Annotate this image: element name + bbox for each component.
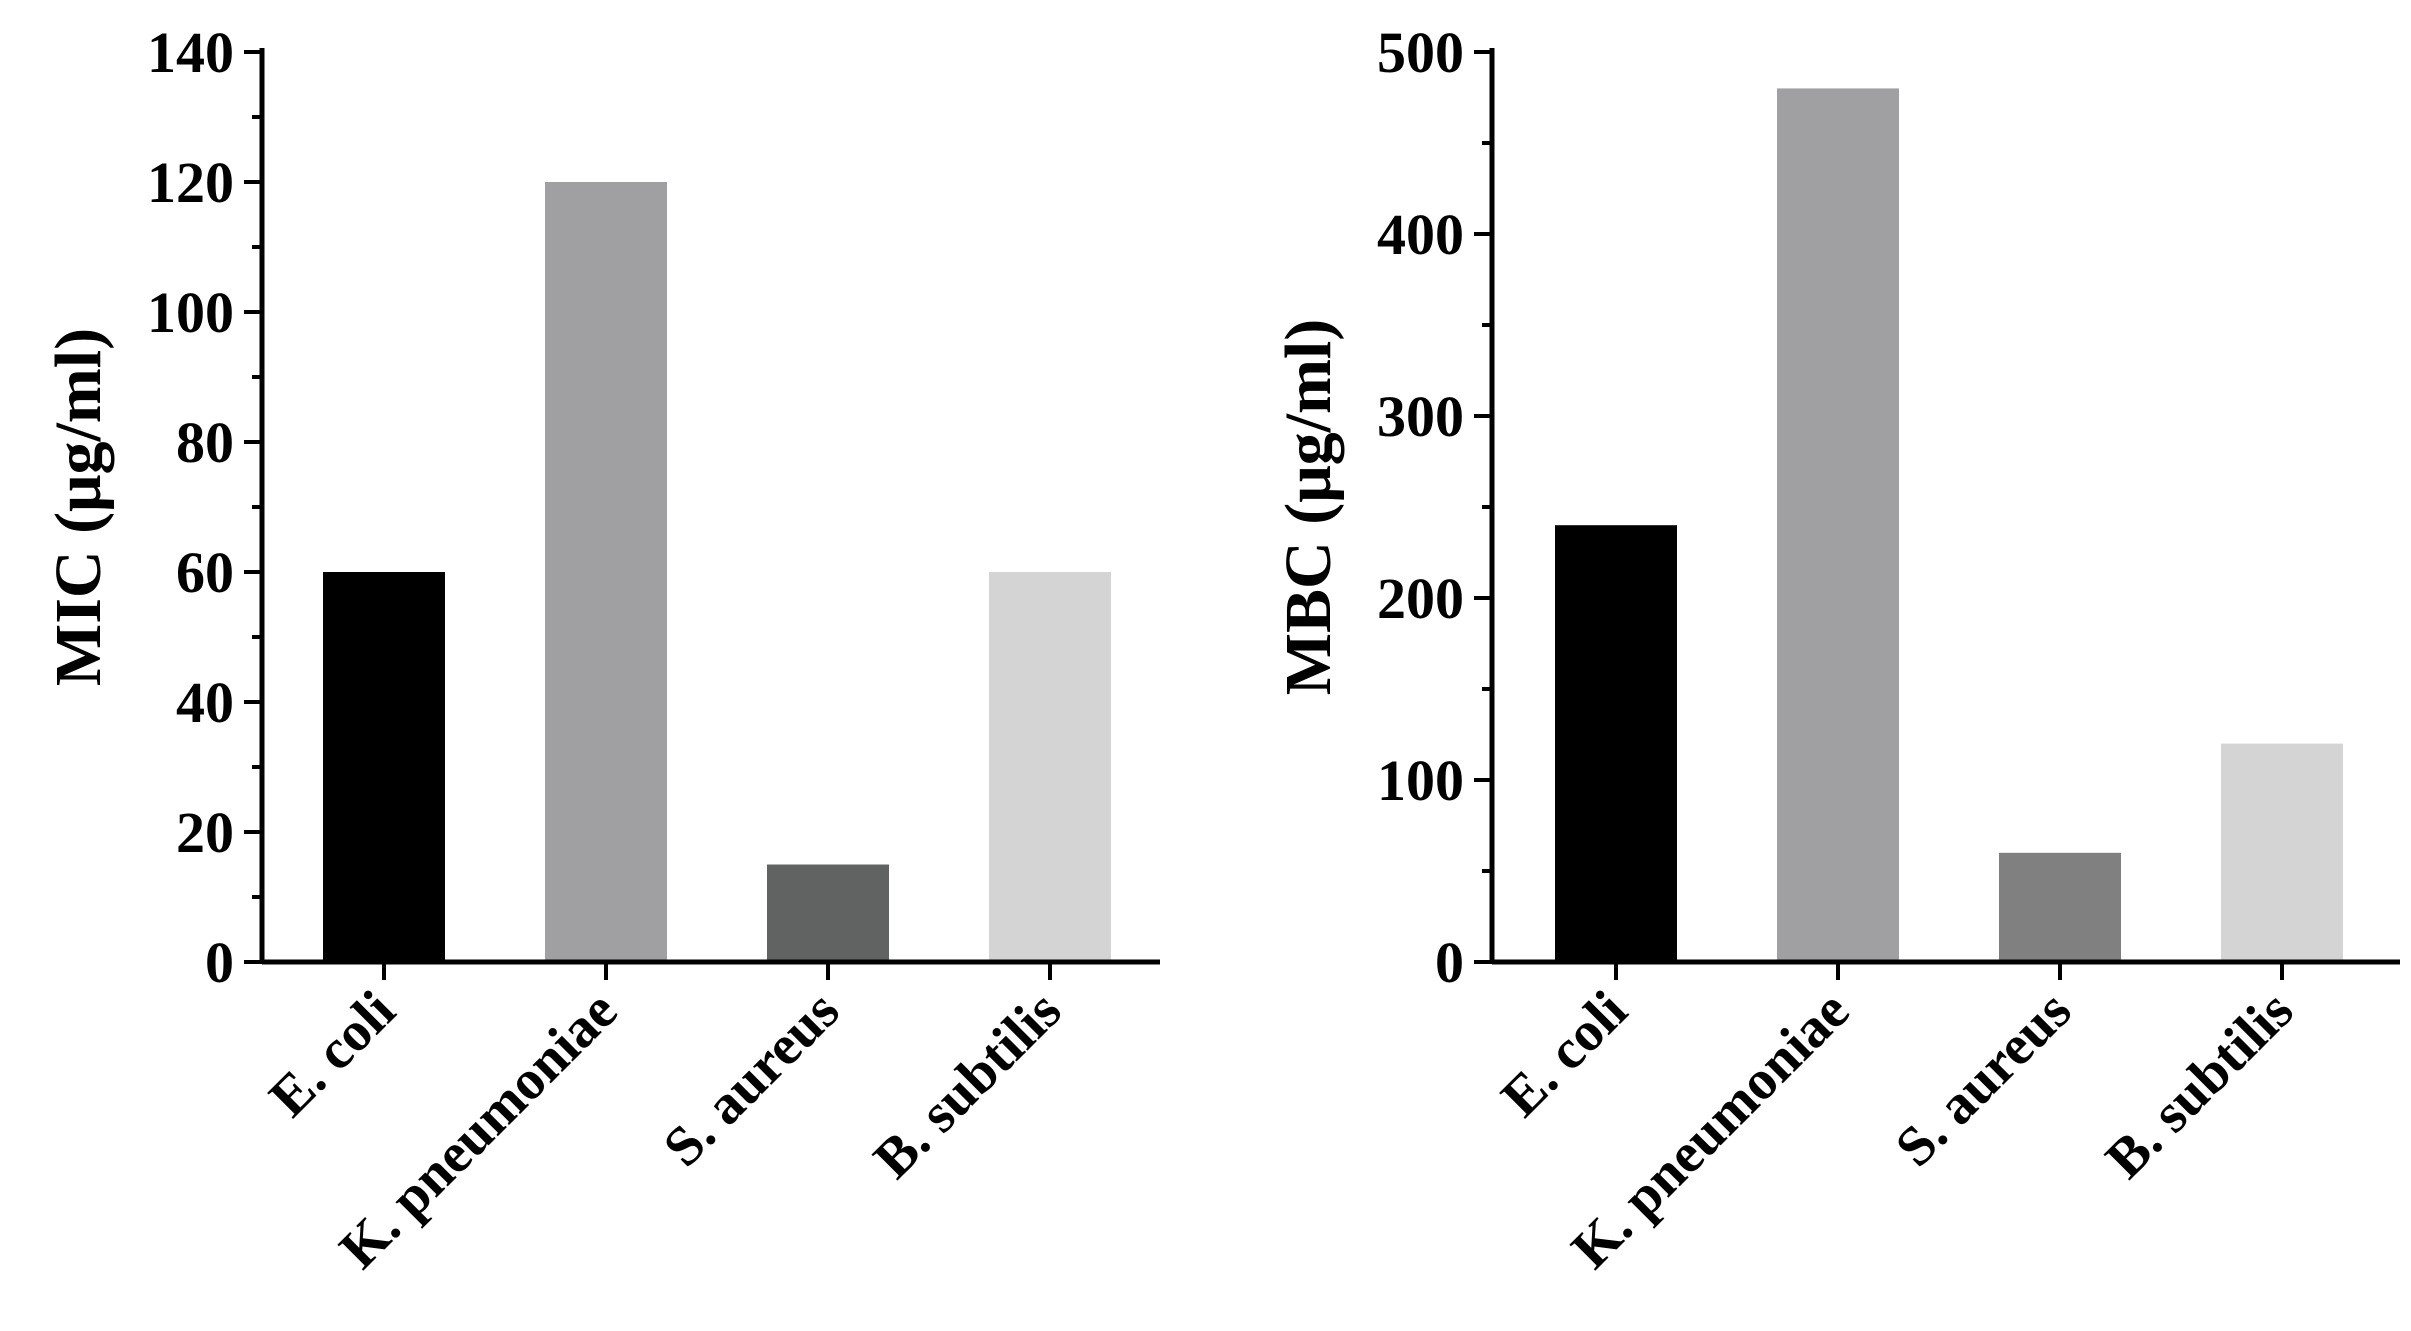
- y-tick-label: 0: [205, 930, 234, 995]
- y-tick-label: 500: [1377, 20, 1464, 85]
- y-tick-label: 60: [176, 540, 234, 605]
- y-tick-label: 200: [1377, 566, 1464, 631]
- y-tick-label: 80: [176, 410, 234, 475]
- y-tick-label: 300: [1377, 384, 1464, 449]
- x-category-label: S. aureus: [1884, 979, 2083, 1178]
- x-category-label: E. coli: [258, 979, 407, 1128]
- y-tick-label: 0: [1435, 930, 1464, 995]
- bar-e-coli: [323, 572, 445, 962]
- y-tick-label: 40: [176, 670, 234, 735]
- bar-s-aureus: [1999, 852, 2121, 962]
- x-category-label: B. subtilis: [862, 979, 1073, 1190]
- y-tick-label: 400: [1377, 202, 1464, 267]
- bar-k-pneumoniae: [545, 182, 667, 962]
- x-category-label: S. aureus: [652, 979, 851, 1178]
- bar-s-aureus: [767, 864, 889, 962]
- x-category-label: E. coli: [1490, 979, 1639, 1128]
- y-tick-label: 100: [147, 280, 234, 345]
- bar-e-coli: [1555, 525, 1677, 962]
- y-tick-label: 100: [1377, 748, 1464, 813]
- y-tick-label: 20: [176, 800, 234, 865]
- bar-k-pneumoniae: [1777, 88, 1899, 962]
- bar-b-subtilis: [2221, 743, 2343, 962]
- y-axis-label: MBC (μg/ml): [1272, 319, 1345, 696]
- x-category-label: B. subtilis: [2094, 979, 2305, 1190]
- bar-b-subtilis: [989, 572, 1111, 962]
- y-tick-label: 120: [147, 150, 234, 215]
- y-tick-label: 140: [147, 20, 234, 85]
- y-axis-label: MIC (μg/ml): [42, 328, 115, 686]
